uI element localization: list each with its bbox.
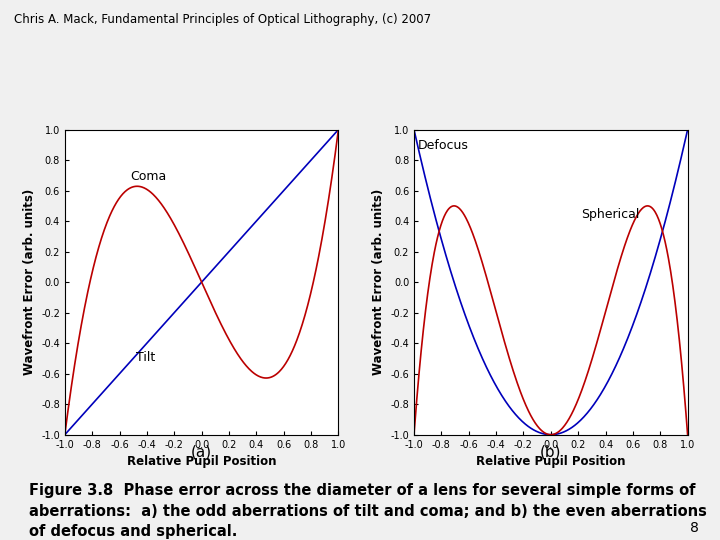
Text: Figure 3.8  Phase error across the diameter of a lens for several simple forms o: Figure 3.8 Phase error across the diamet… — [29, 483, 696, 498]
Text: (a): (a) — [191, 444, 212, 460]
Y-axis label: Wavefront Error (arb. units): Wavefront Error (arb. units) — [22, 189, 35, 375]
Text: Coma: Coma — [130, 170, 167, 183]
Text: Spherical: Spherical — [581, 208, 639, 221]
Y-axis label: Wavefront Error (arb. units): Wavefront Error (arb. units) — [372, 189, 384, 375]
Text: (b): (b) — [540, 444, 562, 460]
Text: 8: 8 — [690, 521, 698, 535]
Text: Defocus: Defocus — [418, 139, 469, 152]
Text: Tilt: Tilt — [136, 352, 156, 365]
Text: Chris A. Mack, Fundamental Principles of Optical Lithography, (c) 2007: Chris A. Mack, Fundamental Principles of… — [14, 14, 431, 26]
Text: aberrations:  a) the odd aberrations of tilt and coma; and b) the even aberratio: aberrations: a) the odd aberrations of t… — [29, 504, 706, 519]
X-axis label: Relative Pupil Position: Relative Pupil Position — [127, 455, 276, 468]
X-axis label: Relative Pupil Position: Relative Pupil Position — [476, 455, 626, 468]
Text: of defocus and spherical.: of defocus and spherical. — [29, 524, 237, 539]
